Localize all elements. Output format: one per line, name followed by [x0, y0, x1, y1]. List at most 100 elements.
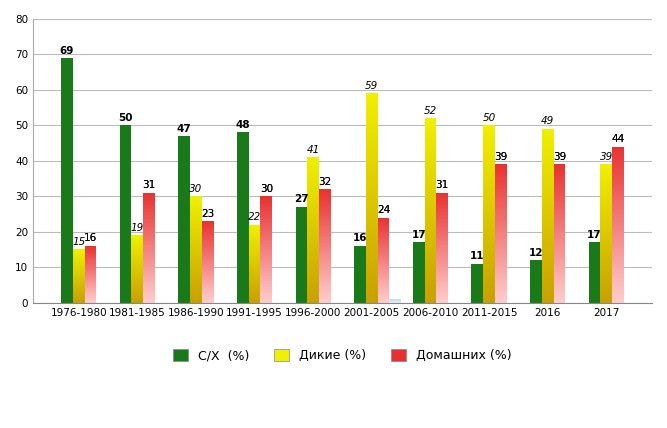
Bar [366, 222, 378, 224]
Bar [131, 289, 143, 290]
Bar [378, 283, 390, 285]
Bar [143, 248, 155, 249]
Bar [143, 301, 155, 303]
Bar [190, 200, 202, 202]
Bar [542, 214, 554, 216]
Bar [600, 178, 612, 180]
Bar [249, 251, 260, 252]
Bar [612, 184, 624, 186]
Bar [600, 226, 612, 228]
Bar [483, 232, 495, 234]
Bar [378, 239, 390, 240]
Bar [249, 256, 260, 257]
Bar [600, 273, 612, 275]
Bar [495, 189, 507, 190]
Bar [554, 237, 565, 239]
Bar [85, 300, 96, 301]
Bar [612, 168, 624, 170]
Bar [190, 248, 202, 250]
Bar [436, 194, 448, 196]
Bar [483, 152, 495, 154]
Bar [190, 219, 202, 220]
Bar [307, 196, 319, 197]
Bar [190, 236, 202, 238]
Bar [249, 229, 260, 230]
Bar [61, 58, 73, 303]
Bar [260, 276, 272, 277]
Bar [612, 172, 624, 174]
Bar [600, 247, 612, 249]
Bar [190, 273, 202, 275]
Bar [131, 280, 143, 281]
Bar [554, 261, 565, 263]
Bar [190, 267, 202, 268]
Bar [260, 241, 272, 243]
Bar [143, 213, 155, 215]
Bar [202, 283, 213, 284]
Bar [190, 275, 202, 276]
Bar [202, 299, 213, 300]
Bar [378, 265, 390, 267]
Legend: С/Х  (%), Дикие (%), Домашних (%): С/Х (%), Дикие (%), Домашних (%) [168, 344, 517, 367]
Bar [143, 270, 155, 271]
Bar [143, 220, 155, 222]
Bar [307, 228, 319, 230]
Bar [202, 233, 213, 234]
Bar [319, 291, 331, 293]
Bar [483, 154, 495, 156]
Bar [143, 194, 155, 196]
Bar [425, 148, 436, 151]
Bar [307, 219, 319, 221]
Bar [436, 234, 448, 235]
Bar [425, 171, 436, 174]
Bar [143, 216, 155, 217]
Bar [483, 205, 495, 207]
Bar [612, 211, 624, 213]
Bar [378, 277, 390, 278]
Bar [190, 277, 202, 279]
Bar [73, 252, 85, 253]
Bar [131, 240, 143, 241]
Bar [612, 147, 624, 149]
Bar [483, 238, 495, 241]
Bar [307, 188, 319, 190]
Bar [319, 295, 331, 297]
Bar [483, 227, 495, 229]
Bar [260, 251, 272, 252]
Bar [612, 215, 624, 217]
Bar [190, 280, 202, 281]
Bar [190, 282, 202, 284]
Text: 44: 44 [612, 134, 624, 144]
Bar [542, 292, 554, 294]
Bar [85, 273, 96, 274]
Bar [319, 213, 331, 215]
Text: 50: 50 [482, 113, 496, 123]
Bar [190, 251, 202, 252]
Bar [202, 288, 213, 289]
Bar [600, 228, 612, 230]
Bar [542, 255, 554, 257]
Bar [143, 250, 155, 252]
Bar [249, 265, 260, 267]
Bar [378, 293, 390, 294]
Bar [366, 208, 378, 211]
Bar [425, 132, 436, 134]
Bar [366, 253, 378, 256]
Bar [249, 299, 260, 300]
Bar [612, 248, 624, 250]
Bar [143, 206, 155, 208]
Bar [307, 252, 319, 253]
Bar [366, 133, 378, 135]
Bar [378, 235, 390, 236]
Bar [600, 175, 612, 176]
Bar [495, 183, 507, 185]
Bar [85, 264, 96, 265]
Bar [483, 221, 495, 223]
Bar [600, 256, 612, 258]
Bar [319, 256, 331, 257]
Bar [612, 268, 624, 270]
Bar [143, 209, 155, 211]
Bar [495, 285, 507, 287]
Bar [260, 231, 272, 232]
Bar [143, 196, 155, 197]
